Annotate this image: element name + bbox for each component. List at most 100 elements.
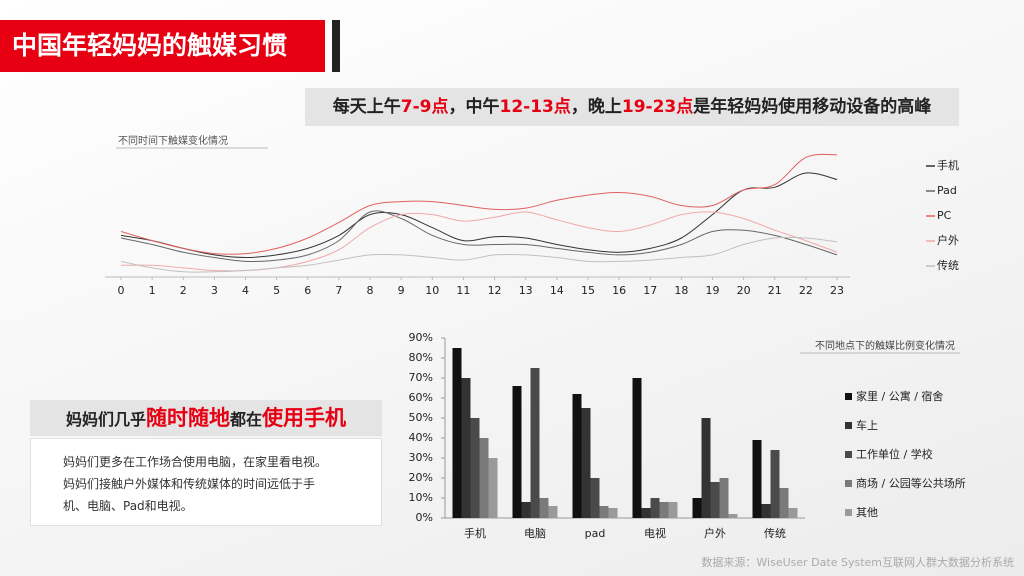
legend-label: 户外 bbox=[937, 233, 959, 247]
y-tick-label: 0% bbox=[416, 511, 433, 524]
bar bbox=[470, 418, 480, 518]
x-tick-label: 户外 bbox=[704, 526, 726, 540]
legend-swatch bbox=[845, 451, 852, 458]
legend-label: 传统 bbox=[937, 259, 959, 272]
x-tick-label: 2 bbox=[180, 284, 187, 297]
x-tick-label: 0 bbox=[118, 284, 125, 297]
x-tick-label: 电视 bbox=[644, 526, 666, 540]
text-segment: ，中午 bbox=[448, 97, 500, 117]
chart-title: 不同时间下触媒变化情况 bbox=[118, 134, 228, 147]
x-tick-label: 15 bbox=[581, 284, 595, 297]
bar bbox=[521, 502, 531, 518]
legend-swatch bbox=[845, 480, 852, 487]
headline: 每天上午7-9点，中午12-13点，晚上19-23点是年轻妈妈使用移动设备的高峰 bbox=[305, 88, 959, 126]
body-line: 妈妈们更多在工作场合使用电脑，在家里看电视。 bbox=[63, 455, 328, 469]
text-segment: 随时随地 bbox=[146, 406, 230, 430]
bar bbox=[752, 440, 762, 518]
bar bbox=[479, 438, 489, 518]
x-tick-label: 19 bbox=[705, 284, 719, 297]
text-segment: 每天上午 bbox=[332, 97, 401, 117]
x-tick-label: pad bbox=[585, 527, 606, 540]
x-tick-label: 20 bbox=[737, 284, 751, 297]
x-tick-label: 8 bbox=[367, 284, 374, 297]
legend-label: 其他 bbox=[856, 506, 878, 519]
y-tick-label: 70% bbox=[409, 371, 433, 384]
source: 数据来源：WiseUser Date System互联网人群大数据分析系统 bbox=[701, 556, 1014, 569]
bar bbox=[668, 502, 678, 518]
body-line: 妈妈们接触户外媒体和传统媒体的时间远低于手 bbox=[63, 477, 316, 491]
text-segment: 是年轻妈妈使用移动设备的高峰 bbox=[693, 97, 932, 117]
text-segment: 使用手机 bbox=[262, 406, 347, 430]
x-tick-label: 4 bbox=[242, 284, 249, 297]
series-line bbox=[120, 210, 838, 263]
body-text: 妈妈们更多在工作场合使用电脑，在家里看电视。 妈妈们接触户外媒体和传统媒体的时间远… bbox=[30, 438, 382, 526]
chart-title: 不同地点下的触媒比例变化情况 bbox=[815, 339, 955, 352]
x-tick-label: 5 bbox=[273, 284, 280, 297]
x-tick-label: 7 bbox=[335, 284, 342, 297]
bar bbox=[692, 498, 702, 518]
x-tick-label: 传统 bbox=[764, 527, 786, 540]
y-tick-label: 50% bbox=[409, 411, 433, 424]
x-tick-label: 23 bbox=[830, 284, 844, 297]
bar bbox=[452, 348, 462, 518]
x-tick-label: 9 bbox=[398, 284, 405, 297]
bar bbox=[650, 498, 660, 518]
bar bbox=[779, 488, 789, 518]
series-line bbox=[120, 153, 838, 255]
bar bbox=[581, 408, 591, 518]
bar bbox=[761, 504, 771, 518]
x-tick-label: 18 bbox=[674, 284, 688, 297]
x-tick-label: 17 bbox=[643, 284, 657, 297]
legend-swatch bbox=[845, 422, 852, 429]
bar bbox=[599, 506, 609, 518]
slide-title: 中国年轻妈妈的触媒习惯 bbox=[0, 20, 325, 72]
callout: 妈妈们几乎随时随地都在使用手机 bbox=[30, 400, 382, 436]
bar bbox=[512, 386, 522, 518]
x-tick-label: 6 bbox=[304, 284, 311, 297]
legend-label: 商场 / 公园等公共场所 bbox=[856, 476, 966, 490]
y-tick-label: 80% bbox=[409, 351, 433, 364]
bar bbox=[788, 508, 798, 518]
series-line bbox=[120, 236, 838, 273]
x-tick-label: 10 bbox=[425, 284, 439, 297]
text-segment: ，晚上 bbox=[570, 97, 622, 117]
x-tick-label: 16 bbox=[612, 284, 626, 297]
text-segment: 7-9点 bbox=[400, 97, 449, 117]
bar bbox=[728, 514, 738, 518]
bar bbox=[701, 418, 711, 518]
bar bbox=[608, 508, 618, 518]
bar bbox=[590, 478, 600, 518]
body-line: 机、电脑、Pad和电视。 bbox=[63, 499, 193, 513]
bar bbox=[710, 482, 720, 518]
x-tick-label: 电脑 bbox=[524, 527, 546, 540]
text-segment: 都在 bbox=[230, 410, 263, 429]
x-tick-label: 12 bbox=[488, 284, 502, 297]
legend-label: 车上 bbox=[856, 418, 878, 432]
legend-label: 家里 / 公寓 / 宿舍 bbox=[856, 389, 943, 403]
y-tick-label: 40% bbox=[409, 431, 433, 444]
legend-label: 手机 bbox=[937, 158, 959, 172]
legend-label: Pad bbox=[937, 184, 957, 197]
y-tick-label: 90% bbox=[409, 331, 433, 344]
bar bbox=[461, 378, 471, 518]
text-segment: 19-23点 bbox=[621, 97, 694, 117]
bar bbox=[572, 394, 582, 518]
y-tick-label: 60% bbox=[409, 391, 433, 404]
bar bbox=[632, 378, 642, 518]
legend-swatch bbox=[845, 393, 852, 400]
bar bbox=[548, 506, 558, 518]
x-tick-label: 21 bbox=[768, 284, 782, 297]
x-tick-label: 11 bbox=[456, 284, 470, 297]
bar bbox=[719, 478, 729, 518]
x-tick-label: 22 bbox=[799, 284, 813, 297]
bar bbox=[770, 450, 780, 518]
legend-label: 工作单位 / 学校 bbox=[856, 447, 933, 461]
bar bbox=[530, 368, 540, 518]
x-tick-label: 13 bbox=[519, 284, 533, 297]
y-tick-label: 20% bbox=[409, 471, 433, 484]
bar bbox=[641, 508, 651, 518]
bar bbox=[659, 502, 669, 518]
x-tick-label: 3 bbox=[211, 284, 218, 297]
